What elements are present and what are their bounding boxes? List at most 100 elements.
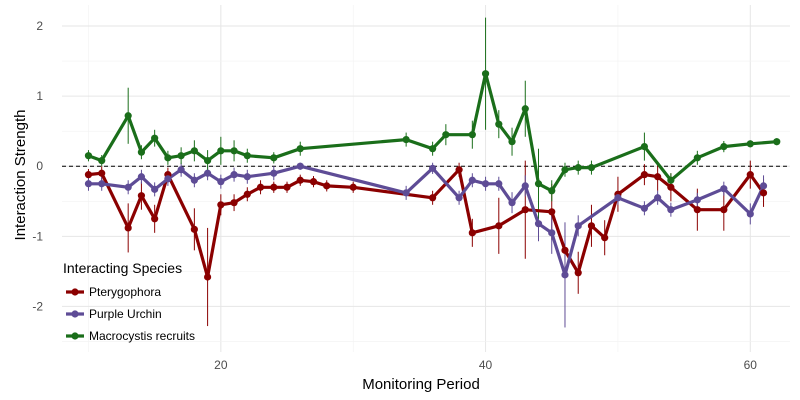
pterygophora-point <box>296 176 304 184</box>
purple-urchin-point <box>177 166 185 174</box>
purple-urchin-point <box>481 180 490 188</box>
pterygophora-point <box>561 246 569 254</box>
legend-item-pterygophora: Pterygophora <box>66 285 161 299</box>
macrocystis-recruits-point <box>773 138 781 146</box>
purple-urchin-point <box>124 183 132 191</box>
legend-label: Purple Urchin <box>89 307 162 321</box>
pterygophora-point <box>601 234 609 242</box>
pterygophora-point <box>468 229 476 237</box>
macrocystis-recruits-point <box>270 154 278 162</box>
macrocystis-recruits-point <box>587 164 596 172</box>
legend-key-point <box>71 332 79 340</box>
y-tick-label: -1 <box>32 229 43 243</box>
pterygophora-point <box>84 171 93 179</box>
macrocystis-recruits-point <box>230 147 238 155</box>
series-lines <box>86 72 779 279</box>
macrocystis-recruits-point <box>151 134 159 142</box>
macrocystis-recruits-point <box>548 187 556 195</box>
pterygophora-point <box>151 215 159 223</box>
pterygophora-point <box>429 194 437 202</box>
macrocystis-recruits-point <box>84 152 93 160</box>
macrocystis-recruits-point <box>296 145 304 153</box>
purple-urchin-point <box>534 220 543 228</box>
tick-labels: 20 40 60 -2 -1 0 1 2 <box>32 19 757 372</box>
purple-urchin-point <box>667 206 675 214</box>
purple-urchin-point <box>164 175 172 183</box>
pterygophora-point <box>230 199 238 207</box>
purple-urchin-point <box>508 199 516 207</box>
macrocystis-recruits-point <box>561 166 569 174</box>
macrocystis-recruits-point <box>217 147 225 155</box>
pterygophora-point <box>243 190 251 198</box>
purple-urchin-line <box>86 164 766 277</box>
purple-urchin-point <box>230 171 238 179</box>
purple-urchin-point <box>561 271 569 279</box>
purple-urchin-point <box>84 180 93 188</box>
macrocystis-recruits-point <box>481 70 490 78</box>
legend-label: Macrocystis recruits <box>89 329 195 343</box>
pterygophora-point <box>323 182 331 190</box>
pterygophora-point <box>256 183 265 191</box>
y-axis-title: Interaction Strength <box>12 110 29 241</box>
macrocystis-recruits-point <box>124 112 132 120</box>
pterygophora-point <box>190 225 198 233</box>
macrocystis-recruits-point <box>495 120 503 128</box>
legend-title: Interacting Species <box>63 260 182 276</box>
pterygophora-point <box>217 201 225 209</box>
pterygophora-point <box>640 171 649 179</box>
legend-key-point <box>71 288 79 296</box>
pterygophora-point <box>204 273 212 281</box>
pterygophora-point <box>455 166 463 174</box>
macrocystis-recruits-point <box>667 176 675 184</box>
purple-urchin-point <box>429 164 437 172</box>
legend-items: Pterygophora Purple Urchin Macrocystis rec… <box>66 285 195 343</box>
purple-urchin-point <box>495 180 503 188</box>
macrocystis-recruits-point <box>243 152 251 160</box>
y-tick-label: 1 <box>36 89 43 103</box>
macrocystis-recruits-point <box>521 105 529 113</box>
legend: Interacting Species Pterygophora Purple U… <box>63 260 195 343</box>
legend-label: Pterygophora <box>89 285 161 299</box>
y-tick-label: -2 <box>32 299 43 313</box>
purple-urchin-point <box>654 194 662 202</box>
purple-urchin-point <box>614 194 622 202</box>
pterygophora-point <box>283 183 291 191</box>
macrocystis-recruits-point <box>190 147 198 155</box>
macrocystis-recruits-point <box>508 138 516 146</box>
pterygophora-point <box>720 206 728 214</box>
macrocystis-recruits-point <box>177 152 185 160</box>
pterygophora-point <box>309 178 318 186</box>
pterygophora-point <box>759 189 768 197</box>
x-tick-label: 60 <box>744 358 758 372</box>
pterygophora-point <box>693 206 701 214</box>
purple-urchin-point <box>98 180 106 188</box>
macrocystis-recruits-point <box>98 157 106 165</box>
macrocystis-recruits-point <box>574 164 582 172</box>
x-tick-label: 20 <box>214 358 228 372</box>
purple-urchin-point <box>402 189 410 197</box>
y-tick-label: 2 <box>36 19 43 33</box>
pterygophora-point <box>495 222 503 230</box>
pterygophora-point <box>270 183 278 191</box>
purple-urchin-point <box>693 196 701 204</box>
macrocystis-recruits-point <box>137 148 146 156</box>
macrocystis-recruits-point <box>534 180 543 188</box>
legend-item-macrocystis-recruits: Macrocystis recruits <box>66 329 195 343</box>
purple-urchin-point <box>720 185 728 193</box>
pterygophora-point <box>137 192 146 200</box>
legend-key-point <box>71 310 79 318</box>
x-tick-label: 40 <box>479 358 493 372</box>
purple-urchin-point <box>217 178 225 186</box>
macrocystis-recruits-point <box>429 145 437 153</box>
macrocystis-recruits-point <box>640 143 649 151</box>
pterygophora-point <box>574 269 582 277</box>
purple-urchin-point <box>640 204 649 212</box>
macrocystis-recruits-point <box>164 154 172 162</box>
purple-urchin-point <box>190 176 198 184</box>
purple-urchin-point <box>574 222 582 230</box>
purple-urchin-point <box>270 169 278 177</box>
macrocystis-recruits-point <box>468 131 476 139</box>
pterygophora-point <box>587 222 596 230</box>
macrocystis-recruits-point <box>402 135 410 144</box>
purple-urchin-point <box>759 182 768 190</box>
